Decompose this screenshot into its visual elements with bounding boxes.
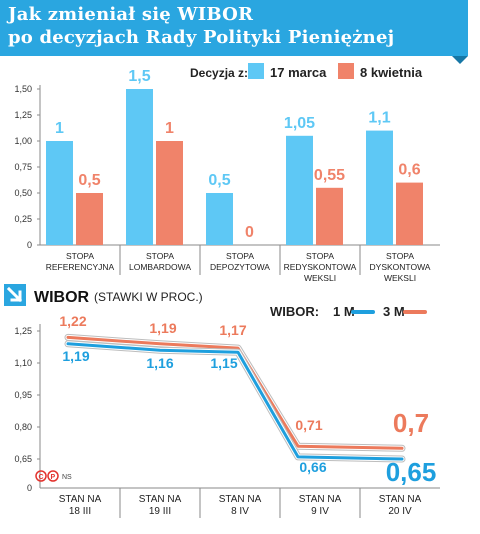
bar-y-tick-label: 1,25: [14, 110, 32, 120]
bar-value-label: 0,6: [398, 162, 420, 179]
trend-arrow-icon: [4, 284, 26, 306]
bar-category-label: WEKSLI: [304, 273, 336, 283]
credit-logo: C P: [35, 470, 59, 482]
bar-value-label: 0,5: [78, 172, 100, 189]
line-category-label: STAN NA: [379, 494, 422, 505]
bar: [366, 130, 393, 245]
line-y-tick-label: 0,65: [14, 454, 32, 464]
line-y-tick-label: 1,10: [14, 358, 32, 368]
bar-chart: Decyzja z: 17 marca 8 kwietnia 00,250,50…: [14, 63, 440, 283]
line-series: [66, 342, 404, 461]
line-value-label: 0,65: [386, 457, 437, 487]
line-legend-label-1: 1 M: [333, 304, 355, 319]
bar-category-label: DEPOZYTOWA: [210, 262, 270, 272]
line-category-label: STAN NA: [139, 494, 182, 505]
line-value-label: 1,16: [146, 355, 173, 371]
bar-value-label: 1: [165, 120, 174, 137]
bar-value-label: 0,5: [208, 172, 230, 189]
bar-category-label: DYSKONTOWA: [370, 262, 431, 272]
bar-legend-label-1: 17 marca: [270, 65, 327, 80]
bar-y-tick-label: 1,00: [14, 136, 32, 146]
svg-text:C: C: [39, 474, 44, 481]
bar-legend-title: Decyzja z:: [190, 66, 248, 80]
bar-value-label: 0,55: [314, 167, 345, 184]
line-value-label: 0,66: [299, 459, 326, 475]
line-category-label: 20 IV: [388, 506, 412, 517]
bar-category-label: REFERENCYJNA: [46, 262, 115, 272]
line-category-label: 9 IV: [311, 506, 329, 517]
bar-category-label: STOPA: [66, 251, 94, 261]
bar: [126, 89, 153, 245]
line-category-label: 18 III: [69, 506, 91, 517]
line-series: [66, 335, 404, 450]
bar-category-label: STOPA: [146, 251, 174, 261]
line-value-label: 1,22: [59, 313, 86, 329]
bar-value-label: 1,05: [284, 115, 315, 132]
line-value-label: 1,15: [210, 355, 237, 371]
bar-y-tick-label: 1,50: [14, 84, 32, 94]
bar-value-label: 1: [55, 120, 64, 137]
line-value-label: 1,19: [149, 320, 176, 336]
line-category-label: STAN NA: [219, 494, 262, 505]
line-value-label: 1,19: [62, 348, 89, 364]
line-y-tick-label: 0,80: [14, 422, 32, 432]
bar: [46, 141, 73, 245]
bar-category-label: REDYSKONTOWA: [284, 262, 357, 272]
credit-text: NS: [62, 474, 72, 481]
title-line-2: po decyzjach Rady Polityki Pieniężnej: [8, 27, 395, 48]
bar-category-label: STOPA: [306, 251, 334, 261]
bar-y-tick-label: 0,25: [14, 214, 32, 224]
line-chart-title: WIBOR: [34, 289, 90, 306]
bar-category-label: STOPA: [386, 251, 414, 261]
bar-category-label: LOMBARDOWA: [129, 262, 191, 272]
bar-y-tick-label: 0,75: [14, 162, 32, 172]
bar: [206, 193, 233, 245]
bar-legend-swatch-1: [248, 63, 264, 79]
line-value-label: 0,71: [295, 417, 322, 433]
header-fold-tip: [452, 56, 468, 64]
title-line-1: Jak zmieniał się WIBOR: [8, 4, 254, 25]
line-value-label: 0,7: [393, 408, 429, 438]
bar-legend-swatch-2: [338, 63, 354, 79]
line-legend-label-2: 3 M: [383, 304, 405, 319]
bar-value-label: 1,5: [128, 68, 150, 85]
line-value-label: 1,17: [219, 322, 246, 338]
line-y-zero-label: 0: [27, 483, 32, 493]
line-y-tick-label: 1,25: [14, 326, 32, 336]
line-chart-subtitle: (STAWKI W PROC.): [94, 290, 203, 304]
line-category-label: 8 IV: [231, 506, 249, 517]
bar: [316, 187, 343, 245]
bar-legend-label-2: 8 kwietnia: [360, 65, 423, 80]
bar: [396, 182, 423, 245]
bar-value-label: 1,1: [368, 110, 390, 127]
line-category-label: STAN NA: [299, 494, 342, 505]
line-category-label: 19 III: [149, 506, 171, 517]
header-banner: Jak zmieniał się WIBOR po decyzjach Rady…: [0, 0, 468, 56]
bar-category-label: WEKSLI: [384, 273, 416, 283]
line-y-tick-label: 0,95: [14, 390, 32, 400]
line-chart: WIBOR (STAWKI W PROC.) WIBOR: 1 M 3 M 0,…: [4, 284, 440, 518]
bar: [286, 135, 313, 245]
line-legend-title: WIBOR:: [270, 304, 319, 319]
bar-y-tick-label: 0,50: [14, 188, 32, 198]
svg-text:P: P: [51, 474, 56, 481]
bar: [76, 193, 103, 245]
bar-y-tick-label: 0: [27, 240, 32, 250]
bar-value-label: 0: [245, 224, 254, 241]
line-category-label: STAN NA: [59, 494, 102, 505]
bar-category-label: STOPA: [226, 251, 254, 261]
bar: [156, 141, 183, 245]
header-fold-corner: [452, 0, 468, 56]
